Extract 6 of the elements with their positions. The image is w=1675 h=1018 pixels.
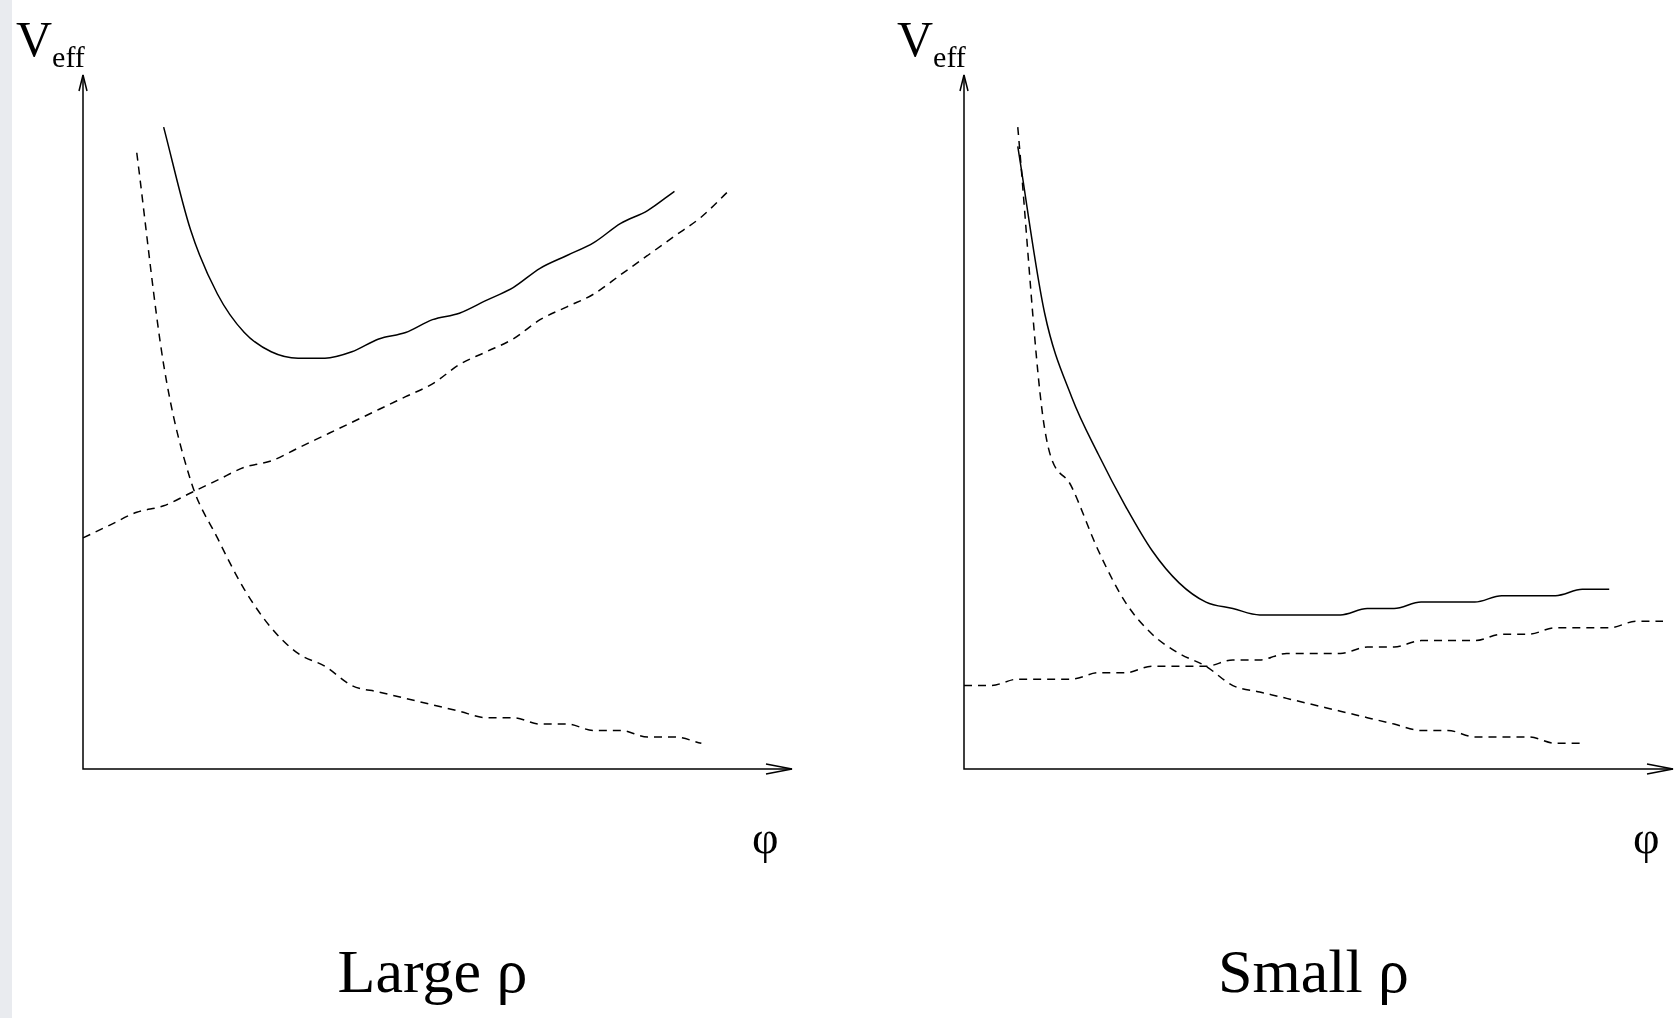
x-axis-title: φ: [1633, 812, 1660, 863]
y-axis-title: V$_{eff}$: [16, 11, 85, 73]
text: Small ρ: [1216, 937, 1411, 1005]
y-axis-title: V$_{eff}$: [897, 11, 966, 73]
text: Large ρ: [336, 937, 529, 1005]
x-axis-title: φ: [752, 812, 779, 863]
